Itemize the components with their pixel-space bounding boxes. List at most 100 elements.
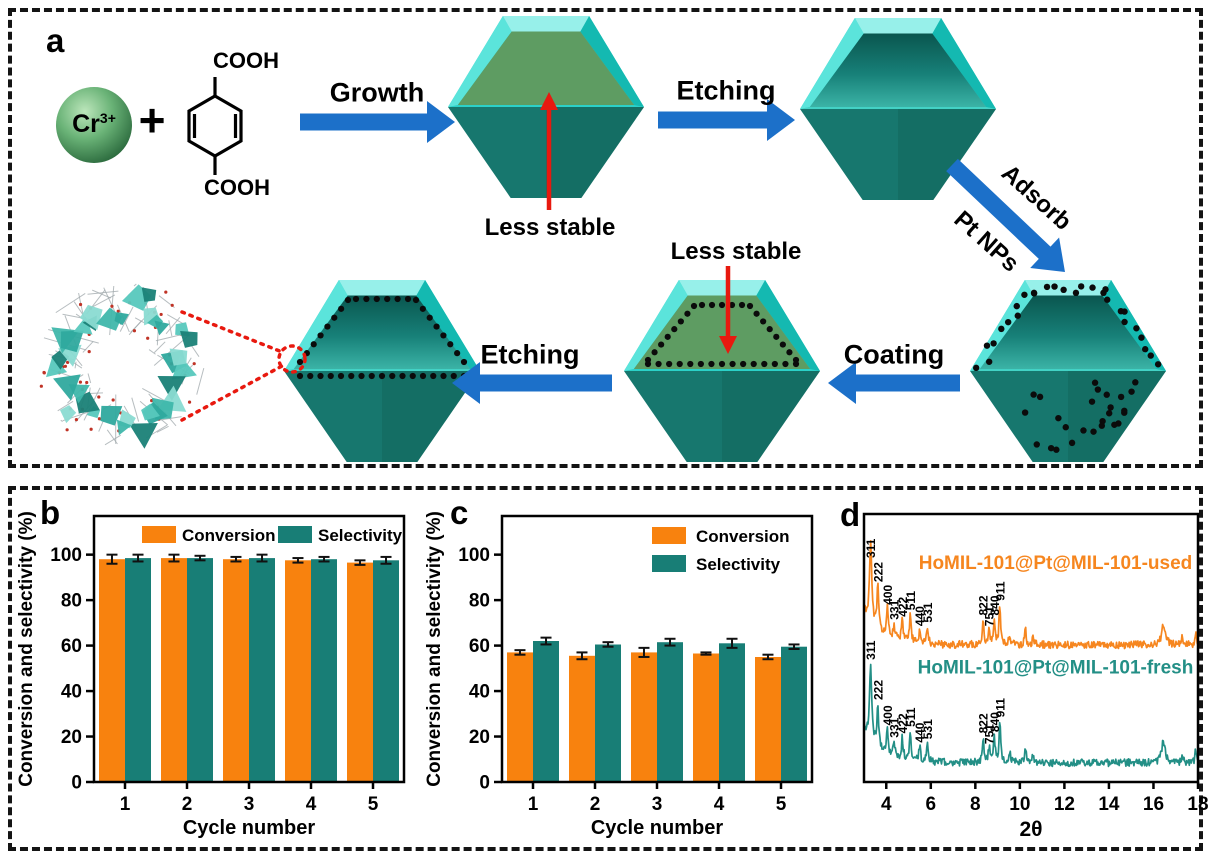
panel-a-border [8, 8, 1203, 468]
process-arrow [300, 101, 455, 143]
panel-b-label: b [40, 494, 61, 531]
svg-text:18: 18 [1187, 794, 1208, 815]
svg-text:Cycle number: Cycle number [183, 817, 315, 839]
svg-text:751: 751 [983, 606, 997, 626]
xrd-trace-used [863, 540, 1199, 650]
svg-text:1: 1 [120, 794, 131, 815]
svg-text:5: 5 [776, 794, 787, 815]
bdc-linker-molecule [187, 77, 243, 175]
svg-text:840: 840 [988, 595, 1002, 615]
plus-sign: + [138, 94, 166, 146]
error-bars [540, 636, 800, 650]
process-arrow [828, 362, 960, 404]
svg-text:3: 3 [244, 794, 255, 815]
panel-d-label: d [840, 496, 861, 533]
svg-text:751: 751 [983, 724, 997, 744]
svg-text:5: 5 [368, 794, 379, 815]
process-arrow [452, 362, 612, 404]
svg-text:100: 100 [458, 545, 490, 566]
svg-text:12: 12 [1054, 794, 1075, 815]
svg-text:422: 422 [896, 713, 910, 733]
chart-b-canvas: 0 20 40 60 80 100 1 2 3 4 5 Cycle number Conversion … [16, 511, 406, 839]
ion-element: Cr [72, 110, 100, 139]
svg-text:6: 6 [926, 794, 937, 815]
annotation-arrow [719, 266, 737, 354]
plot-frame [862, 512, 1200, 784]
bar-series-selectivity [533, 641, 807, 782]
process-arrow [946, 158, 1065, 272]
svg-text:60: 60 [61, 636, 82, 657]
svg-text:HoMIL-101@Pt@MIL-101-fresh: HoMIL-101@Pt@MIL-101-fresh [918, 657, 1194, 678]
bar-series-conversion [99, 558, 373, 782]
svg-text:80: 80 [61, 591, 82, 612]
crystal-core-ring [624, 280, 820, 462]
step-coating: Coating [843, 339, 945, 370]
bar-series-selectivity [125, 558, 399, 782]
svg-text:911: 911 [993, 698, 1007, 718]
svg-text:440: 440 [913, 606, 927, 626]
crystal-core [448, 16, 644, 198]
svg-text:222: 222 [871, 562, 885, 582]
svg-text:400: 400 [881, 705, 895, 725]
svg-text:1: 1 [528, 794, 539, 815]
mof-structure [39, 283, 205, 449]
svg-text:822: 822 [977, 595, 991, 615]
svg-text:8: 8 [970, 794, 981, 815]
scheme-canvas [39, 16, 1166, 462]
svg-text:HoMIL-101@Pt@MIL-101-used: HoMIL-101@Pt@MIL-101-used [919, 553, 1193, 574]
svg-text:2θ: 2θ [1019, 818, 1042, 841]
panel-c-label: c [450, 494, 469, 531]
svg-text:511: 511 [904, 707, 918, 727]
svg-text:60: 60 [469, 636, 490, 657]
zoom-callout [180, 310, 307, 422]
svg-text:0: 0 [479, 773, 490, 794]
chromium-ion-sphere [56, 87, 132, 163]
error-bars [514, 646, 774, 661]
step-etching-bottom: Etching [480, 339, 580, 370]
svg-text:16: 16 [1143, 794, 1164, 815]
error-bars [132, 553, 392, 565]
svg-text:331: 331 [888, 599, 902, 619]
error-bars [106, 553, 366, 566]
svg-text:311: 311 [864, 538, 878, 558]
svg-text:222: 222 [871, 680, 885, 700]
svg-text:2: 2 [182, 794, 193, 815]
linker-cooh-top: COOH [213, 48, 279, 73]
svg-text:14: 14 [1098, 794, 1120, 815]
svg-text:511: 511 [904, 591, 918, 611]
svg-text:40: 40 [61, 682, 82, 703]
crystal-hollow [800, 18, 996, 200]
svg-text:Conversion: Conversion [182, 526, 276, 545]
panel-a-label: a [46, 22, 65, 59]
svg-text:4: 4 [306, 794, 317, 815]
svg-text:531: 531 [921, 602, 935, 622]
bar-series-conversion [507, 652, 781, 782]
step-growth: Growth [329, 77, 425, 108]
svg-text:311: 311 [864, 640, 878, 660]
annotation-less-stable-top: Less stable [484, 214, 616, 241]
svg-text:Cycle number: Cycle number [591, 817, 723, 839]
svg-text:422: 422 [896, 596, 910, 616]
svg-text:911: 911 [993, 581, 1007, 601]
svg-text:4: 4 [714, 794, 725, 815]
svg-text:400: 400 [881, 584, 895, 604]
svg-text:Selectivity: Selectivity [318, 526, 403, 545]
svg-text:331: 331 [888, 717, 902, 737]
svg-text:Conversion: Conversion [696, 527, 790, 546]
svg-text:20: 20 [469, 727, 490, 748]
svg-text:440: 440 [913, 722, 927, 742]
linker-cooh-bottom: COOH [204, 175, 270, 200]
svg-text:10: 10 [1009, 794, 1030, 815]
svg-text:40: 40 [469, 682, 490, 703]
svg-text:Conversion and selectivity (%): Conversion and selectivity (%) [424, 511, 445, 787]
metal-ion-label: Cr3+ [72, 111, 116, 137]
ion-charge: 3+ [99, 109, 116, 126]
svg-text:Conversion and selectivity (%): Conversion and selectivity (%) [16, 511, 37, 787]
svg-text:4: 4 [881, 794, 892, 815]
crystal-hollow-dots [970, 280, 1166, 462]
svg-text:840: 840 [988, 712, 1002, 732]
svg-text:2: 2 [590, 794, 601, 815]
svg-text:20: 20 [61, 727, 82, 748]
